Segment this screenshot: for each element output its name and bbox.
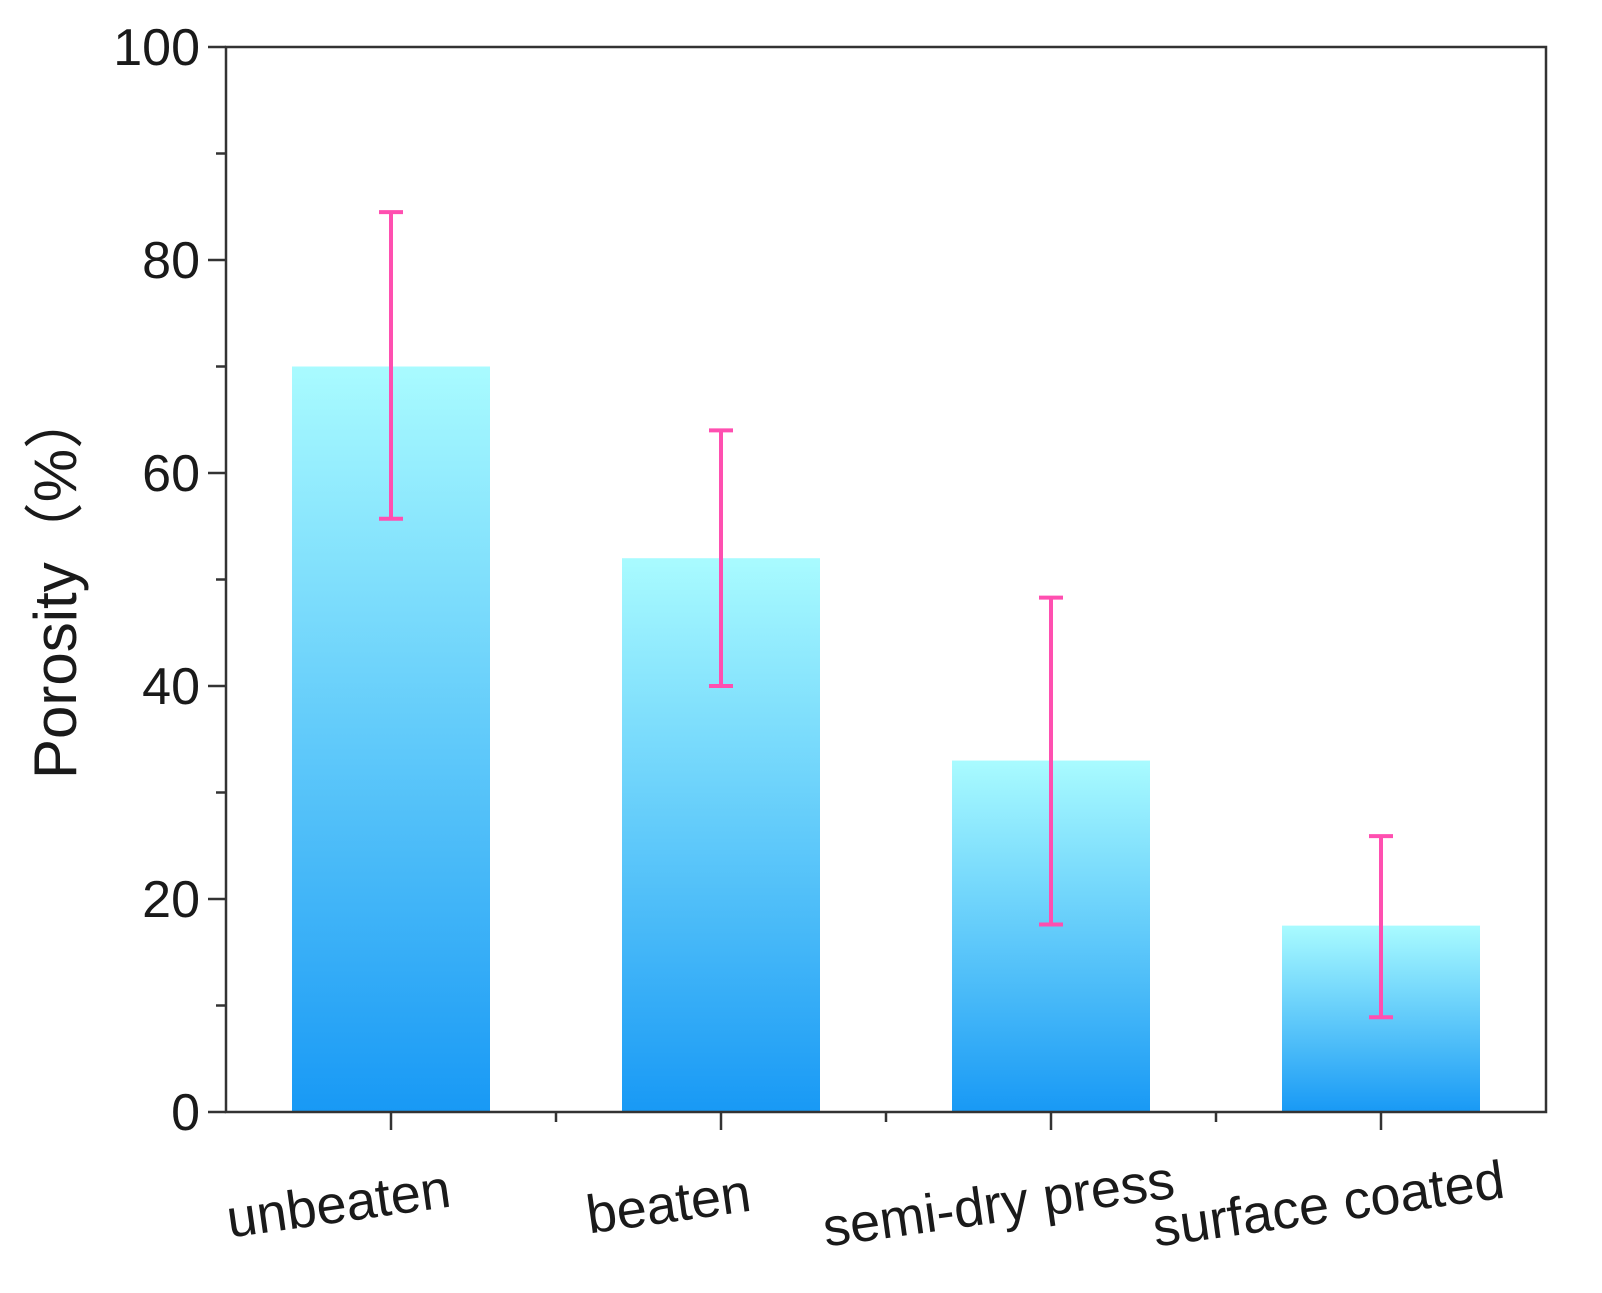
y-tick-label: 100	[113, 19, 200, 77]
y-tick-label: 80	[142, 232, 200, 290]
y-axis-ticks	[208, 45, 226, 1114]
error-bars-layer	[379, 210, 1393, 1020]
x-category-label: semi-dry press	[819, 1150, 1178, 1259]
y-axis-tick-labels: 0 20 40 60 80 100	[113, 19, 200, 1142]
x-axis-ticks	[389, 1112, 1383, 1130]
error-bar-surface-coated	[1369, 834, 1393, 1020]
error-bar-semi-dry-press	[1039, 595, 1063, 927]
error-bar-beaten	[709, 428, 733, 688]
error-bar-unbeaten	[379, 210, 403, 521]
x-category-label: unbeaten	[223, 1159, 454, 1250]
y-tick-label: 20	[142, 871, 200, 929]
x-category-label: beaten	[583, 1163, 755, 1245]
x-category-label: surface coated	[1149, 1150, 1508, 1259]
y-axis-title: Porosity（%）	[22, 389, 89, 779]
y-tick-label: 40	[142, 658, 200, 716]
y-tick-label: 0	[171, 1084, 200, 1142]
bars-layer	[292, 366, 1480, 1112]
y-tick-label: 60	[142, 445, 200, 503]
